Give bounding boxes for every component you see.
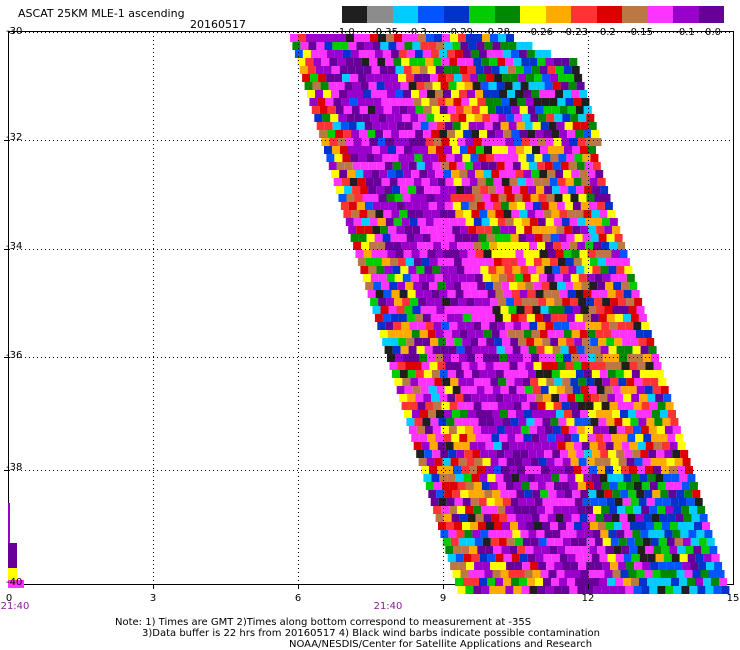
lon-tick-6: 6 xyxy=(294,593,302,604)
colorbar-swatch xyxy=(622,6,648,23)
lon-tick-15: 15 xyxy=(726,593,740,604)
colorbar-swatch xyxy=(545,6,572,23)
colorbar-swatch xyxy=(571,6,597,23)
time-bar-magenta xyxy=(8,580,24,588)
lat-tick-38: -38 xyxy=(6,462,23,473)
lon-tick-0: 0 xyxy=(5,593,13,604)
lat-tick-34: -34 xyxy=(6,241,23,252)
lat-tick-32: -32 xyxy=(6,132,23,143)
colorbar-swatch xyxy=(520,6,546,23)
colorbar-label: -0.15 xyxy=(627,27,653,38)
colorbar-swatch xyxy=(367,6,393,23)
colorbar-swatch xyxy=(469,6,495,23)
lon-tick-3: 3 xyxy=(149,593,157,604)
colorbar-swatch xyxy=(698,6,725,23)
time-label-center: 21:40 xyxy=(373,601,403,612)
lat-tick-30: -30 xyxy=(6,26,23,37)
time-label-left: 21:40 xyxy=(0,601,30,612)
note-line-1: Note: 1) Times are GMT 2)Times along bot… xyxy=(115,617,532,628)
note-line-3: NOAA/NESDIS/Center for Satellite Applica… xyxy=(289,639,593,650)
colorbar-label: -0.29 xyxy=(447,27,473,38)
note-line-2: 3)Data buffer is 22 hrs from 20160517 4)… xyxy=(142,628,600,639)
colorbar-swatch xyxy=(596,6,623,23)
swath-cells xyxy=(290,34,730,594)
colorbar-swatch xyxy=(418,6,444,23)
map-title: ASCAT 25KM MLE-1 ascending xyxy=(18,7,185,20)
lon-tick-12: 12 xyxy=(581,593,595,604)
colorbar-swatch xyxy=(673,6,699,23)
colorbar-swatch xyxy=(443,6,470,23)
time-bar-thin xyxy=(8,503,10,543)
map-frame xyxy=(8,31,734,585)
colorbar-swatch xyxy=(494,6,521,23)
map-date: 20160517 xyxy=(190,18,246,31)
lat-tick-36: -36 xyxy=(6,350,23,361)
lat-tick-40: -40 xyxy=(6,577,23,588)
colorbar-swatch xyxy=(342,6,368,23)
colorbar-swatch xyxy=(392,6,419,23)
colorbar xyxy=(342,6,725,23)
colorbar-label: -0.26 xyxy=(527,27,553,38)
lon-tick-9: 9 xyxy=(439,593,447,604)
time-bar-purple xyxy=(8,543,17,568)
colorbar-label: -0.23 xyxy=(562,27,588,38)
colorbar-swatch xyxy=(647,6,674,23)
time-bar-yellow xyxy=(8,568,17,580)
